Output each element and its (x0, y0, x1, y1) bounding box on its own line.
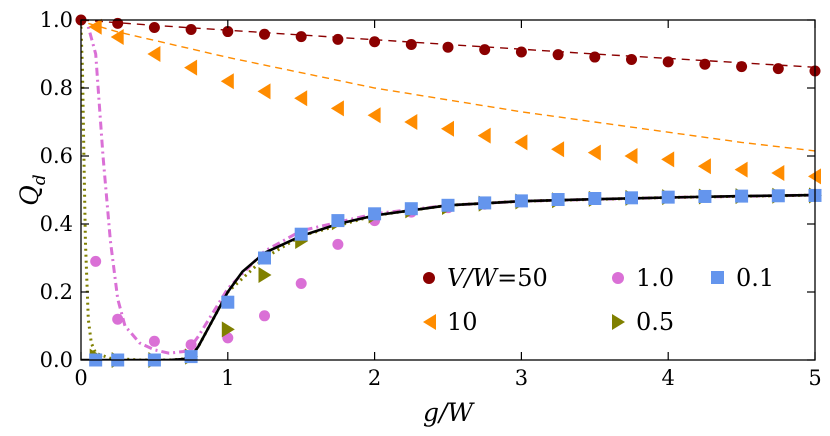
point-10 (771, 165, 785, 181)
legend-item-0-5: 0.5 (612, 308, 674, 336)
y-tick-label: 0.4 (40, 212, 73, 236)
y-tick-label: 1.0 (40, 8, 73, 32)
legend-marker-1-0 (612, 272, 624, 284)
x-tick-label: 4 (662, 366, 675, 390)
point-10 (184, 59, 198, 76)
point-10 (587, 144, 601, 161)
legend-item-vw50: V/W=50 (423, 264, 548, 292)
x-tick-label: 1 (221, 366, 234, 390)
y-tick-label: 0.0 (40, 348, 73, 372)
legend-marker-0-5 (612, 314, 625, 330)
point-0-1 (514, 194, 528, 208)
y-tick-label: 0.6 (40, 144, 73, 168)
point-v-w-50 (699, 58, 711, 70)
point-0-1 (698, 189, 712, 203)
point-v-w-50 (405, 38, 417, 50)
point-v-w-50 (662, 56, 674, 68)
point-0-1 (588, 192, 602, 205)
point-0-1 (551, 193, 565, 207)
legend-marker-0-1 (711, 271, 724, 284)
point-10 (551, 141, 565, 158)
point-0-1 (368, 207, 382, 221)
x-tick-label: 3 (515, 366, 528, 390)
point-v-w-50 (259, 28, 270, 40)
point-10 (624, 148, 638, 164)
point-0-1 (771, 189, 785, 203)
x-tick-label: 2 (368, 366, 381, 390)
point-10 (110, 29, 124, 45)
point-1-0 (332, 238, 344, 250)
legend: V/W=50 1.0 0.1 10 0.5 (423, 264, 774, 336)
x-tick-label: 0 (74, 366, 87, 390)
legend-label-1-0: 1.0 (636, 264, 674, 292)
point-10 (294, 90, 308, 107)
point-10 (88, 18, 102, 35)
point-10 (257, 83, 271, 100)
axis-ticks (80, 19, 816, 361)
point-v-w-50 (552, 49, 564, 61)
point-v-w-50 (185, 24, 197, 36)
point-10 (404, 114, 418, 130)
point-1-0 (112, 313, 124, 325)
point-10 (367, 107, 381, 124)
point-0-1 (294, 227, 308, 241)
point-10 (514, 134, 528, 151)
point-v-w-50 (772, 63, 784, 75)
point-0-1 (735, 189, 749, 203)
point-1-0 (90, 255, 102, 267)
legend-item-1-0: 1.0 (612, 264, 674, 292)
axis-tick-labels: 0 1 2 3 4 5 0.0 0.2 0.4 0.6 0.8 1.0 (40, 8, 822, 390)
point-0-1 (404, 202, 418, 216)
legend-marker-10 (423, 314, 436, 330)
legend-label-10: 10 (447, 308, 478, 336)
point-1-0 (259, 310, 270, 322)
legend-label-vw50: V/W=50 (447, 264, 548, 292)
point-0-5 (258, 267, 272, 283)
y-tick-label: 0.2 (40, 280, 73, 304)
point-0-1 (331, 214, 345, 228)
point-1-0 (148, 335, 160, 347)
point-0-5 (221, 321, 235, 338)
curve-10 (88, 22, 815, 152)
point-0-1 (625, 191, 638, 205)
point-10 (441, 120, 454, 137)
point-10 (697, 158, 711, 175)
x-axis-label: g/W (423, 398, 475, 427)
point-1-0 (185, 339, 197, 351)
point-v-w-50 (626, 53, 637, 65)
plot-frame (80, 19, 816, 361)
point-1-0 (295, 278, 307, 289)
point-v-w-50 (479, 44, 491, 56)
point-0-1 (184, 350, 198, 364)
point-10 (734, 161, 748, 178)
point-0-1 (221, 295, 235, 309)
point-v-w-50 (148, 21, 160, 33)
y-axis-label: Qd (15, 174, 50, 206)
point-v-w-50 (295, 31, 307, 43)
x-tick-label: 5 (808, 366, 821, 390)
point-v-w-50 (369, 36, 381, 48)
point-v-w-50 (222, 26, 234, 38)
point-v-w-50 (515, 46, 527, 58)
legend-item-10: 10 (423, 308, 478, 336)
point-v-w-50 (589, 51, 601, 63)
point-10 (330, 100, 344, 117)
legend-label-0-1: 0.1 (736, 264, 774, 292)
y-tick-label: 0.8 (40, 76, 73, 100)
point-0-1 (661, 190, 675, 204)
legend-label-0-5: 0.5 (636, 308, 674, 336)
point-0-1 (441, 198, 455, 212)
point-v-w-50 (442, 41, 454, 53)
point-10 (220, 73, 234, 90)
legend-item-0-1: 0.1 (711, 264, 774, 292)
point-0-1 (258, 251, 271, 265)
point-0-1 (478, 196, 492, 210)
legend-marker-vw50 (423, 272, 435, 284)
point-v-w-50 (332, 33, 344, 45)
point-10 (477, 127, 491, 144)
point-v-w-50 (736, 61, 748, 73)
point-10 (147, 46, 161, 62)
point-10 (661, 151, 675, 168)
